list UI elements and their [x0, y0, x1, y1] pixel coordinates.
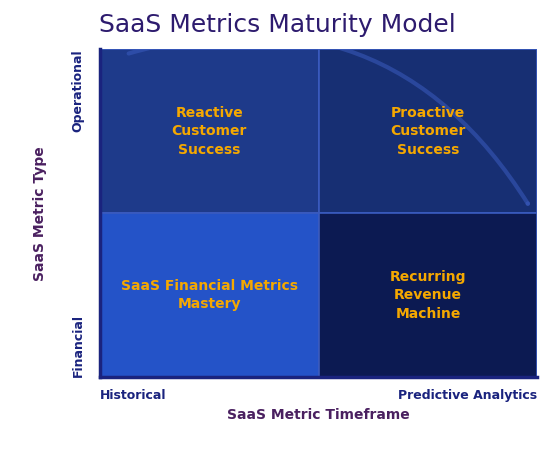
Text: Recurring
Revenue
Machine: Recurring Revenue Machine — [389, 270, 466, 321]
Text: Predictive Analytics: Predictive Analytics — [398, 389, 537, 402]
Text: Proactive
Customer
Success: Proactive Customer Success — [390, 106, 466, 157]
Bar — [100, 213, 319, 377]
Bar — [319, 49, 537, 213]
Text: SaaS Financial Metrics
Mastery: SaaS Financial Metrics Mastery — [121, 279, 297, 312]
Bar — [100, 49, 319, 213]
Text: Operational: Operational — [71, 49, 84, 132]
X-axis label: SaaS Metric Timeframe: SaaS Metric Timeframe — [227, 408, 410, 422]
FancyArrowPatch shape — [129, 35, 528, 204]
Y-axis label: SaaS Metric Type: SaaS Metric Type — [33, 146, 47, 281]
Text: Historical: Historical — [100, 389, 166, 402]
Text: Reactive
Customer
Success: Reactive Customer Success — [171, 106, 247, 157]
Text: Financial: Financial — [71, 314, 84, 377]
Text: SaaS Metrics Maturity Model: SaaS Metrics Maturity Model — [99, 13, 455, 37]
Bar — [319, 213, 537, 377]
